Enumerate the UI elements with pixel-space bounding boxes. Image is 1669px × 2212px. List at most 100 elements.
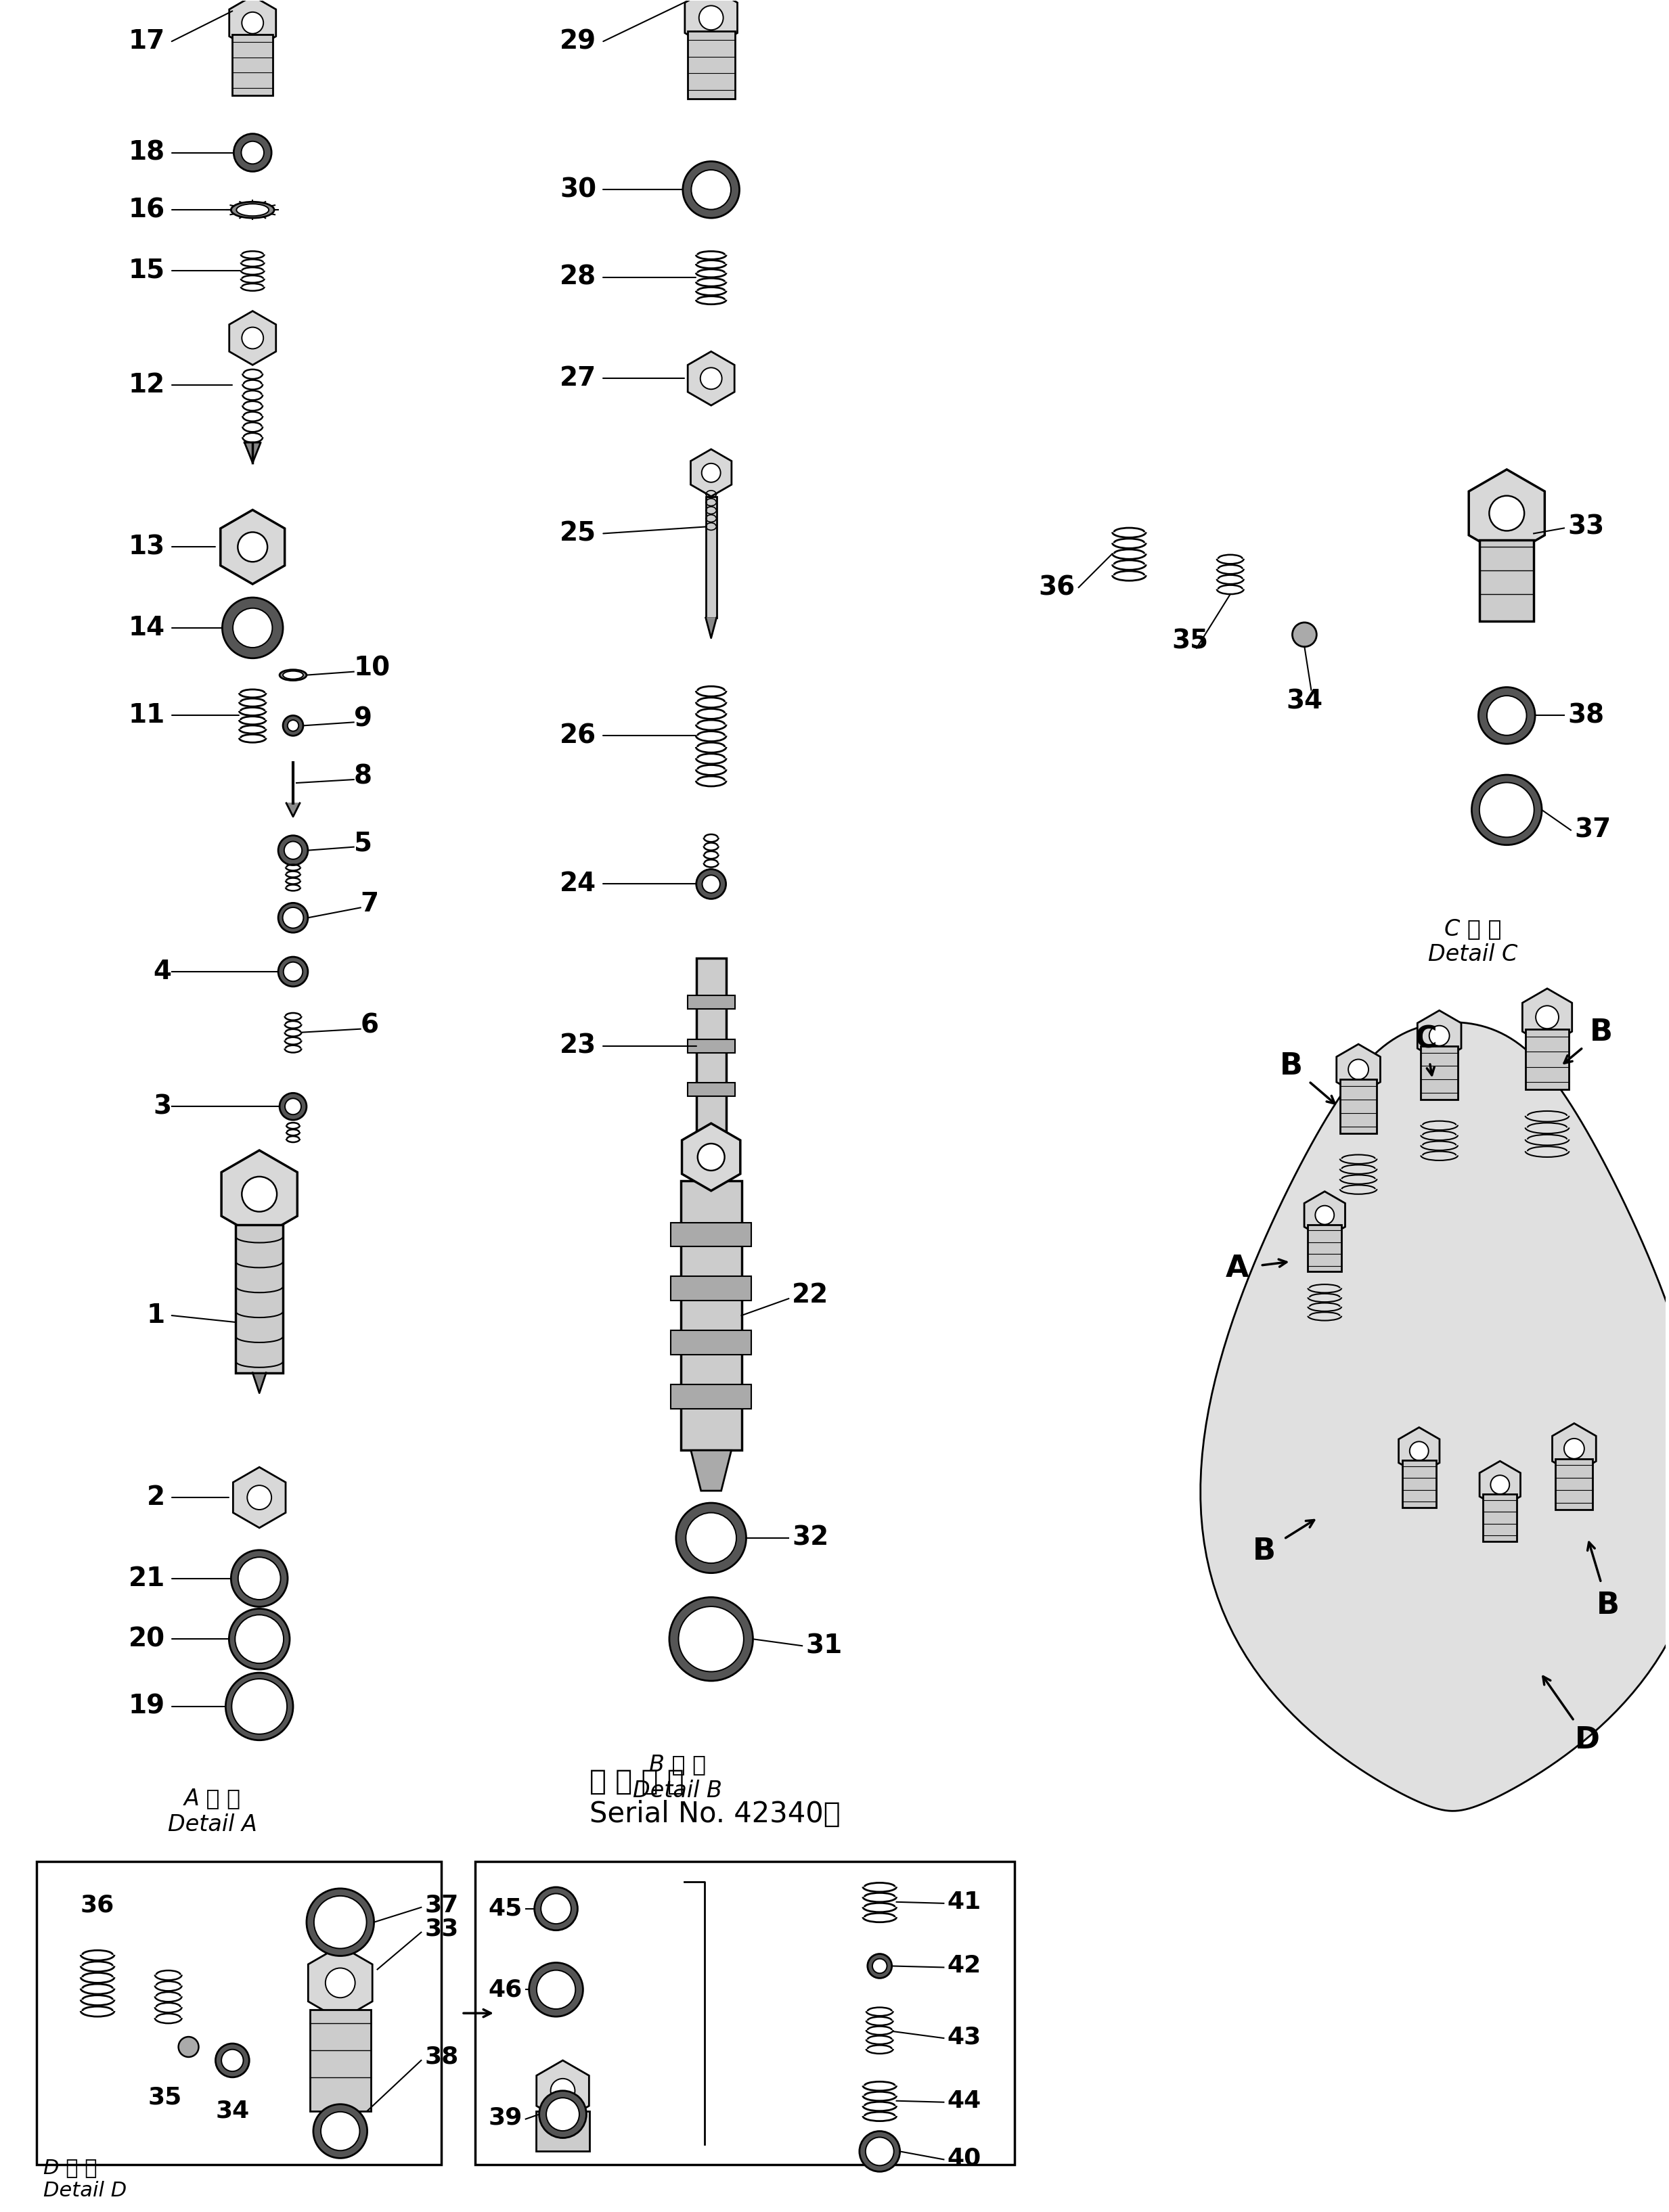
Circle shape — [669, 1597, 753, 1681]
Text: B 詳 細
Detail B: B 詳 細 Detail B — [633, 1754, 723, 1803]
Circle shape — [1564, 1438, 1584, 1458]
Circle shape — [1349, 1060, 1369, 1079]
Polygon shape — [1552, 1422, 1596, 1473]
Bar — [688, 31, 734, 100]
Bar — [1484, 1493, 1517, 1542]
Circle shape — [234, 133, 272, 173]
Bar — [1402, 1460, 1435, 1509]
Circle shape — [280, 1093, 307, 1119]
Text: 38: 38 — [1567, 703, 1604, 728]
Text: B: B — [1252, 1537, 1275, 1566]
Circle shape — [698, 1144, 724, 1170]
Text: 26: 26 — [559, 723, 596, 748]
Text: 14: 14 — [129, 615, 165, 641]
Bar — [1556, 1458, 1592, 1509]
Bar — [671, 1385, 751, 1409]
Polygon shape — [229, 0, 275, 51]
Bar — [688, 995, 734, 1009]
Bar — [1525, 1029, 1569, 1091]
Bar — [310, 2011, 371, 2110]
Bar — [671, 1329, 751, 1354]
Text: 8: 8 — [354, 763, 372, 790]
Text: 11: 11 — [129, 703, 165, 728]
Text: 38: 38 — [424, 2046, 459, 2068]
Text: 21: 21 — [129, 1566, 165, 1590]
Polygon shape — [1469, 469, 1545, 557]
Circle shape — [1487, 697, 1527, 734]
Text: 20: 20 — [129, 1626, 165, 1652]
Text: 22: 22 — [793, 1283, 829, 1307]
Circle shape — [284, 962, 302, 982]
Polygon shape — [1522, 989, 1572, 1046]
Text: D 詳 細
Detail D: D 詳 細 Detail D — [43, 2159, 127, 2201]
Polygon shape — [309, 1947, 372, 2020]
Polygon shape — [222, 1150, 297, 1239]
Circle shape — [242, 11, 264, 33]
Circle shape — [541, 1893, 571, 1924]
Bar — [476, 1863, 1015, 2166]
Circle shape — [229, 1608, 290, 1670]
Circle shape — [234, 608, 272, 648]
Text: 40: 40 — [946, 2146, 981, 2170]
Circle shape — [546, 2097, 579, 2130]
Circle shape — [287, 721, 299, 732]
Circle shape — [237, 533, 267, 562]
Circle shape — [314, 1896, 367, 1949]
Text: C: C — [1415, 1024, 1437, 1053]
Text: A 詳 細
Detail A: A 詳 細 Detail A — [167, 1787, 257, 1836]
Text: 41: 41 — [946, 1891, 981, 1913]
Polygon shape — [1417, 1011, 1462, 1062]
Bar — [671, 1276, 751, 1301]
Polygon shape — [1200, 1022, 1669, 1812]
Bar — [696, 958, 726, 1133]
Text: 12: 12 — [129, 372, 165, 398]
Circle shape — [551, 2079, 574, 2104]
Circle shape — [868, 1953, 891, 1978]
Text: 33: 33 — [424, 1918, 459, 1940]
Text: 33: 33 — [1567, 513, 1604, 540]
Circle shape — [242, 142, 264, 164]
Circle shape — [1479, 688, 1535, 743]
Text: C 詳 細
Detail C: C 詳 細 Detail C — [1429, 918, 1517, 967]
Text: 6: 6 — [361, 1013, 379, 1037]
Circle shape — [284, 714, 304, 737]
Circle shape — [679, 1606, 744, 1672]
Text: 36: 36 — [80, 1893, 115, 1918]
Text: 18: 18 — [129, 139, 165, 166]
Polygon shape — [245, 442, 260, 462]
Circle shape — [1489, 495, 1524, 531]
Text: 28: 28 — [559, 265, 596, 290]
Bar — [1420, 1046, 1457, 1099]
Circle shape — [179, 2037, 199, 2057]
Circle shape — [537, 1971, 576, 2008]
Polygon shape — [287, 803, 300, 816]
Text: 32: 32 — [793, 1524, 829, 1551]
Text: B: B — [1280, 1051, 1302, 1082]
Bar — [688, 1084, 734, 1097]
Text: 42: 42 — [946, 1955, 981, 1978]
Circle shape — [696, 1128, 726, 1159]
Circle shape — [230, 1551, 287, 1606]
Circle shape — [279, 836, 307, 865]
Text: B: B — [1596, 1590, 1619, 1619]
Polygon shape — [220, 511, 285, 584]
Bar — [232, 35, 272, 95]
Text: 36: 36 — [1038, 575, 1075, 599]
Text: 7: 7 — [361, 891, 379, 918]
Circle shape — [1292, 622, 1317, 646]
Text: 23: 23 — [559, 1033, 596, 1060]
Polygon shape — [229, 312, 275, 365]
Circle shape — [873, 1960, 886, 1973]
Circle shape — [701, 367, 723, 389]
Circle shape — [534, 1887, 577, 1931]
Bar — [671, 1223, 751, 1248]
Circle shape — [314, 2104, 367, 2159]
Bar — [1308, 1225, 1342, 1272]
Circle shape — [307, 1889, 374, 1955]
Circle shape — [691, 170, 731, 210]
Text: A: A — [1225, 1254, 1248, 1283]
Circle shape — [683, 161, 739, 219]
Ellipse shape — [230, 201, 274, 219]
Circle shape — [235, 1615, 284, 1663]
Polygon shape — [706, 617, 716, 637]
